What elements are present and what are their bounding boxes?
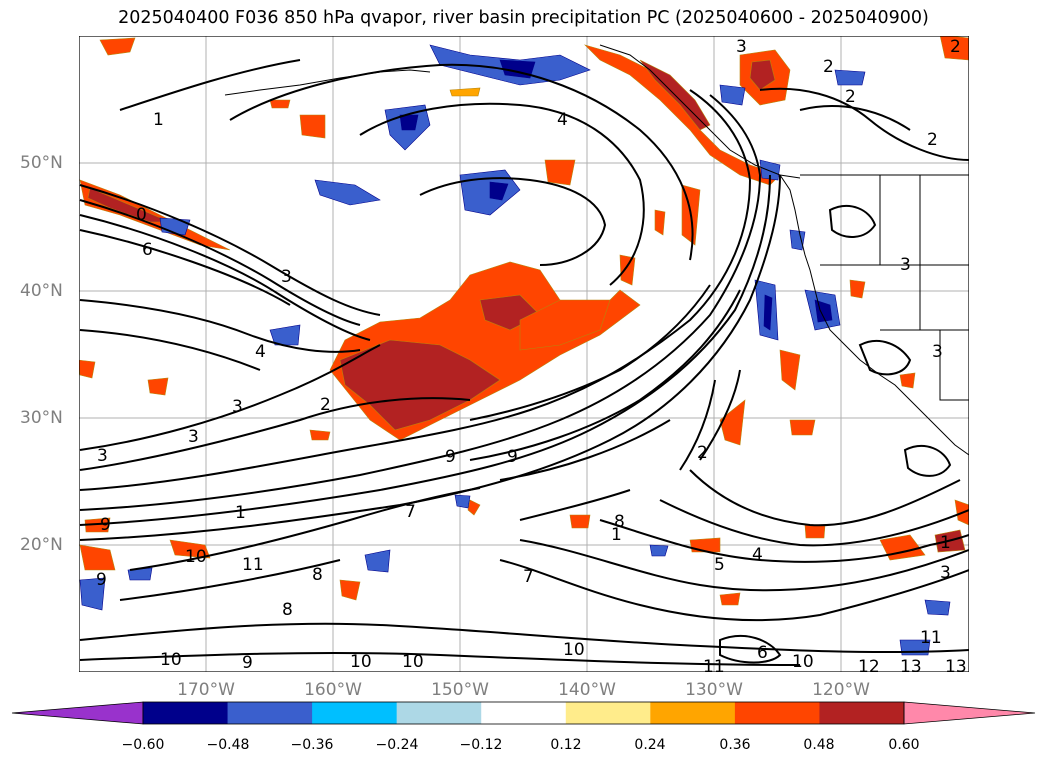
colorbar-tick: 0.24 — [634, 737, 666, 753]
contour-label: 3 — [940, 563, 951, 583]
contour-label: 1 — [153, 110, 164, 130]
colorbar-tick: −0.24 — [375, 737, 419, 753]
contour-label: 12 — [858, 657, 880, 677]
longitude-label: 160°W — [304, 680, 362, 700]
map-title: 2025040400 F036 850 hPa qvapor, river ba… — [118, 8, 929, 28]
latitude-label: 20°N — [20, 535, 63, 555]
contour-label: 2 — [927, 130, 938, 150]
contour-label: 2 — [845, 87, 856, 107]
contour-label: 3 — [188, 427, 199, 447]
contour-label: 10 — [160, 650, 182, 670]
contour-label: 11 — [920, 628, 942, 648]
contour-label: 8 — [614, 512, 625, 532]
contour-label: 4 — [255, 342, 266, 362]
contour-label: 1 — [235, 503, 246, 523]
colorbar-tick: 0.48 — [803, 737, 835, 753]
contour-label: 2 — [320, 395, 331, 415]
colorbar-tick: 0.36 — [719, 737, 751, 753]
colorbar-over-arrow — [903, 701, 1036, 725]
contour-label: 6 — [757, 643, 768, 663]
contour-label: 7 — [405, 502, 416, 522]
coastlines-and-borders — [224, 44, 969, 456]
contour-label: 1 — [611, 525, 622, 545]
latitude-label: 40°N — [20, 281, 63, 301]
colorbar-bin — [396, 702, 482, 724]
colorbar-tick: −0.48 — [206, 737, 250, 753]
contour-label: 3 — [932, 342, 943, 362]
contour-label: 4 — [557, 110, 568, 130]
contour-label: 3 — [281, 267, 292, 287]
longitude-label: 120°W — [812, 680, 870, 700]
longitude-label: 140°W — [558, 680, 616, 700]
contour-label: 10 — [350, 652, 372, 672]
contour-label: 9 — [100, 515, 111, 535]
contour-label: 0 — [136, 205, 147, 225]
qvapor-contours — [79, 59, 969, 666]
longitude-label: 130°W — [685, 680, 743, 700]
contour-label: 10 — [402, 652, 424, 672]
contour-label: 5 — [714, 555, 725, 575]
colorbar-bin — [312, 702, 398, 724]
longitude-label: 170°W — [177, 680, 235, 700]
colorbar-bin — [227, 702, 313, 724]
contour-label: 8 — [282, 600, 293, 620]
contour-label: 8 — [312, 565, 323, 585]
colorbar-under-arrow — [11, 701, 144, 725]
colorbar-tick: −0.60 — [121, 737, 165, 753]
colorbar — [11, 701, 1036, 725]
contour-label: 3 — [900, 255, 911, 275]
colorbar-tick: 0.60 — [888, 737, 920, 753]
contour-label: 9 — [242, 653, 253, 673]
contour-label: 9 — [507, 447, 518, 467]
latitude-label: 50°N — [20, 153, 63, 173]
contour-label: 1 — [940, 533, 951, 553]
colorbar-bins — [143, 702, 905, 724]
contour-labels: 1 4 2 2 2 3 2 0 6 3 4 3 2 3 3 9 9 1 9 10… — [96, 37, 967, 677]
longitude-label: 150°W — [431, 680, 489, 700]
contour-label: 11 — [242, 555, 264, 575]
latitude-label: 30°N — [20, 408, 63, 428]
contour-label: 2 — [823, 57, 834, 77]
contour-label: 7 — [523, 567, 534, 587]
colorbar-bin — [481, 702, 567, 724]
contour-label: 9 — [445, 447, 456, 467]
contour-label: 3 — [232, 397, 243, 417]
contour-label: 3 — [97, 446, 108, 466]
contour-label: 10 — [563, 640, 585, 660]
contour-label: 6 — [142, 240, 153, 260]
colorbar-bin — [734, 702, 820, 724]
map-plot-area: 1 4 2 2 2 3 2 0 6 3 4 3 2 3 3 9 9 1 9 10… — [79, 36, 969, 677]
colorbar-bin — [819, 702, 905, 724]
contour-label: 2 — [950, 37, 961, 57]
colorbar-tick: −0.12 — [459, 737, 503, 753]
contour-label: 10 — [792, 652, 814, 672]
colorbar-bin — [565, 702, 651, 724]
contour-label: 3 — [736, 37, 747, 57]
colorbar-tick: −0.36 — [290, 737, 334, 753]
contour-label: 2 — [697, 443, 708, 463]
contour-label: 10 — [185, 547, 207, 567]
contour-label: 11 — [703, 657, 725, 677]
contour-label: 13 — [900, 657, 922, 677]
colorbar-bin — [650, 702, 736, 724]
colorbar-tick: 0.12 — [550, 737, 582, 753]
contour-label: 13 — [945, 657, 967, 677]
colorbar-bin — [143, 702, 229, 724]
contour-label: 9 — [96, 570, 107, 590]
contour-label: 4 — [752, 545, 763, 565]
